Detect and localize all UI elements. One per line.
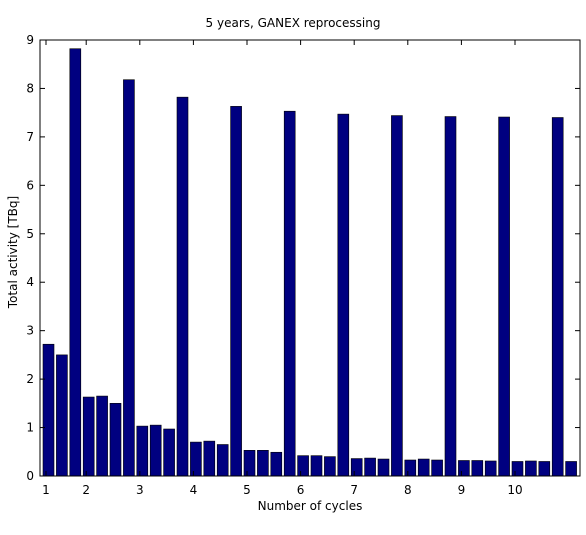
- x-tick-label: 10: [507, 483, 522, 497]
- bar-cycle2-2: [96, 395, 108, 477]
- x-tick-label: 5: [243, 483, 251, 497]
- chart-title: 5 years, GANEX reprocessing: [205, 16, 381, 30]
- y-tick-label: 5: [26, 227, 34, 241]
- bar-cycle2-3: [109, 403, 122, 477]
- y-tick-label: 8: [26, 81, 34, 95]
- bar-cycle6-2: [310, 455, 323, 477]
- bar-cycle3-3: [163, 428, 175, 477]
- y-tick-label: 7: [26, 130, 34, 144]
- x-tick-label: 7: [350, 483, 358, 497]
- bar-cycle10-1: [511, 461, 524, 477]
- bar-cycle7-4: [391, 115, 403, 477]
- y-tick-label: 9: [26, 33, 34, 47]
- bar-cycle10-3: [538, 461, 551, 477]
- x-tick-label: 4: [190, 483, 198, 497]
- bar-cycle4-4: [230, 106, 242, 477]
- bar-cycle1-2: [56, 354, 68, 477]
- y-tick-label: 3: [26, 324, 34, 338]
- y-tick-label: 6: [26, 178, 34, 192]
- y-tick-label: 2: [26, 372, 34, 386]
- bar-cycle2-4: [123, 79, 135, 477]
- x-tick-label: 1: [42, 483, 50, 497]
- bar-cycle9-2: [471, 460, 484, 477]
- bar-cycle11-1: [565, 461, 577, 477]
- bar-cycle8-3: [431, 459, 443, 477]
- bar-cycle7-1: [350, 458, 363, 477]
- x-axis-label: Number of cycles: [257, 499, 363, 513]
- bar-cycle9-1: [458, 460, 470, 477]
- bar-cycle3-4: [176, 96, 189, 477]
- bar-cycle1-3: [69, 48, 82, 477]
- bar-cycle8-1: [404, 459, 417, 477]
- bar-cycle7-3: [377, 458, 390, 477]
- x-tick-label: 3: [136, 483, 144, 497]
- x-tick-label: 6: [297, 483, 305, 497]
- bar-cycle2-1: [82, 396, 95, 477]
- bar-cycle10-2: [525, 460, 537, 477]
- bar-cycle6-4: [337, 113, 350, 477]
- bar-cycle8-4: [444, 116, 457, 477]
- bar-cycle3-1: [136, 425, 149, 477]
- bar-cycle5-4: [283, 110, 296, 477]
- bar-cycle4-3: [216, 444, 229, 477]
- x-tick-label: 8: [404, 483, 412, 497]
- bar-cycle5-1: [243, 450, 256, 477]
- bar-cycle3-2: [149, 424, 162, 477]
- bar-cycle8-2: [417, 458, 430, 477]
- bar-cycle7-2: [364, 457, 376, 477]
- bar-cycle4-1: [190, 441, 202, 477]
- bar-cycle4-2: [203, 440, 216, 477]
- bar-cycle6-3: [324, 456, 336, 477]
- bar-cycle5-2: [257, 450, 269, 477]
- bar-cycle9-3: [484, 460, 497, 477]
- x-tick-label: 9: [458, 483, 466, 497]
- bar-cycle1-1: [42, 343, 55, 477]
- bar-cycle5-3: [270, 451, 283, 477]
- y-tick-label: 4: [26, 275, 34, 289]
- bar-cycle9-4: [498, 116, 510, 477]
- y-tick-label: 0: [26, 469, 34, 483]
- bar-cycle10-4: [551, 117, 564, 477]
- x-tick-label: 2: [82, 483, 90, 497]
- bar-cycle6-1: [297, 455, 309, 477]
- axes-box: [39, 39, 581, 477]
- y-tick-label: 1: [26, 421, 34, 435]
